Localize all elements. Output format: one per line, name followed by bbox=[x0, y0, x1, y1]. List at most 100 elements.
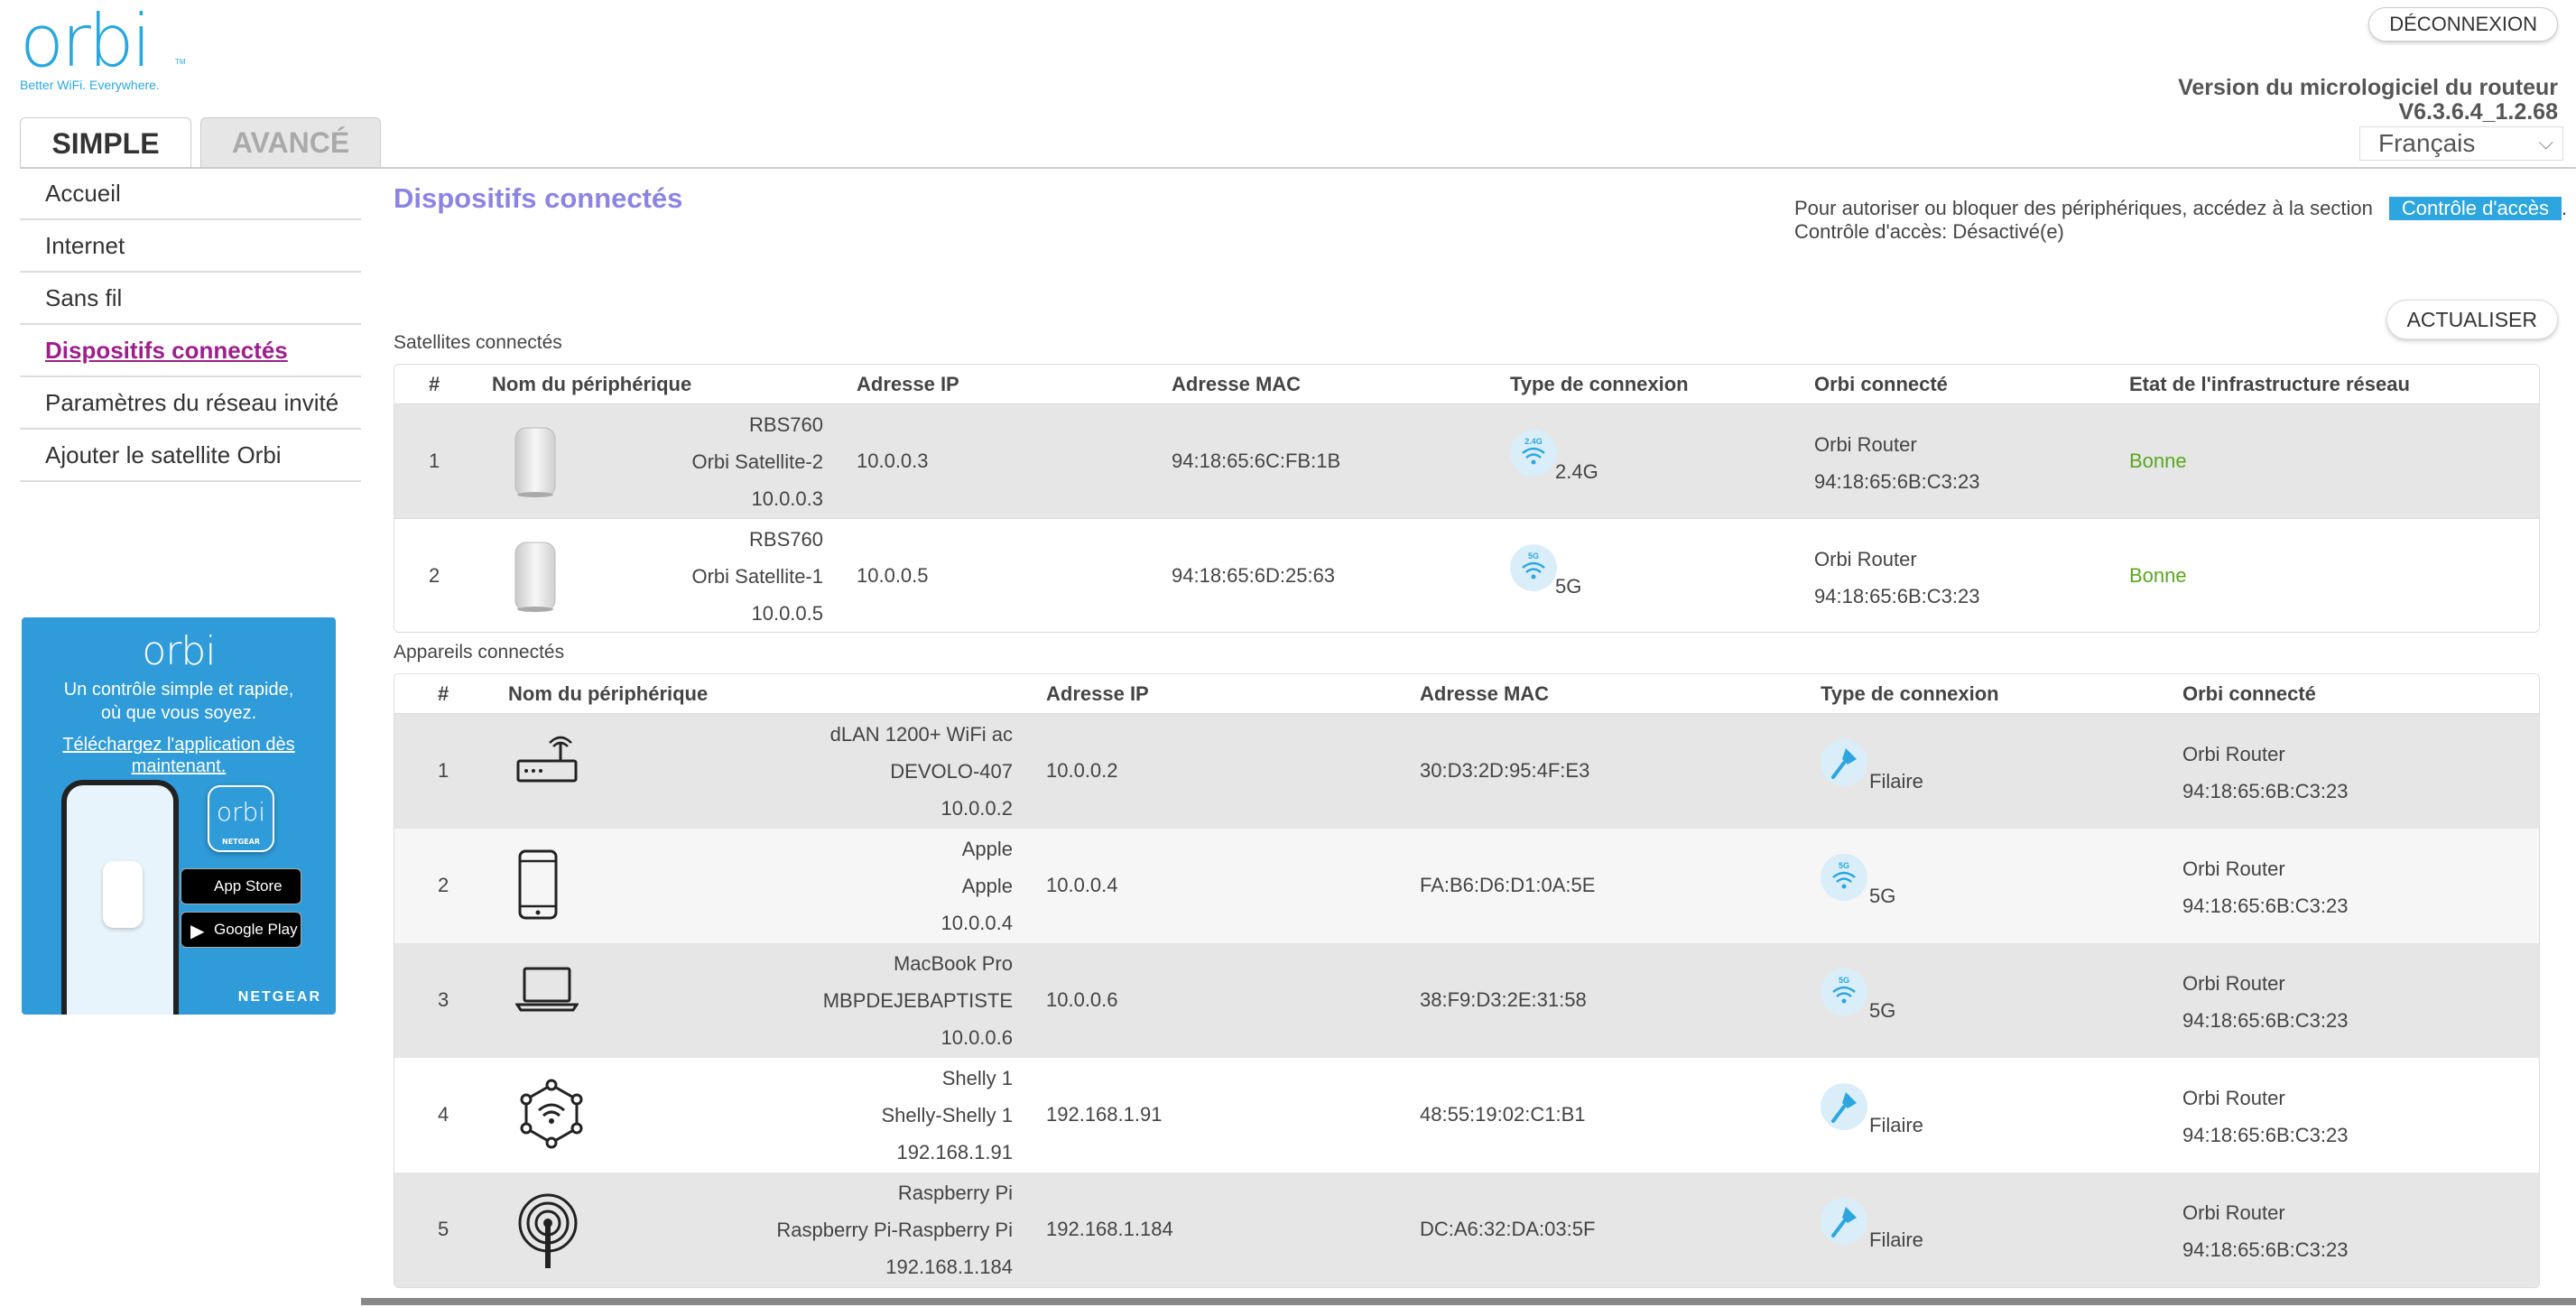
ip-address: 192.168.1.91 bbox=[1046, 1103, 1163, 1126]
device-ip-sub: 10.0.0.5 bbox=[751, 602, 823, 625]
mode-tabs: SIMPLE AVANCÉ bbox=[20, 117, 381, 169]
google-play-label: Google Play bbox=[214, 921, 298, 938]
orbi-connected-cell: Orbi Router 94:18:65:6B:C3:23 bbox=[1814, 426, 1979, 500]
table-header: # Nom du périphérique Adresse IP Adresse… bbox=[394, 365, 2539, 404]
device-name-cell: RBS760 Orbi Satellite-1 10.0.0.5 bbox=[691, 521, 823, 632]
access-control-button[interactable]: Contrôle d'accès bbox=[2388, 197, 2562, 220]
sidebar-item-wireless[interactable]: Sans fil bbox=[20, 273, 361, 325]
google-play-badge[interactable]: ▶ Google Play bbox=[181, 912, 301, 948]
logo-tagline: Better WiFi. Everywhere. bbox=[20, 78, 160, 92]
device-name: Shelly-Shelly 1 bbox=[881, 1104, 1013, 1126]
table-row[interactable]: 5 Raspberry Pi Raspberry Pi-Raspberry Pi 19… bbox=[394, 1173, 2539, 1287]
firmware-value: V6.3.6.4_1.2.68 bbox=[2398, 99, 2558, 125]
laptop-icon bbox=[514, 963, 579, 1019]
col-num: # bbox=[438, 682, 449, 705]
promo-download-link-1[interactable]: Téléchargez l'application dès bbox=[62, 735, 295, 755]
table-row[interactable]: 4 Shelly 1 Shelly-Shelly 1 192.168.1.91 192.… bbox=[394, 1058, 2539, 1173]
mac-address: 30:D3:2D:95:4F:E3 bbox=[1420, 759, 1590, 782]
tab-simple[interactable]: SIMPLE bbox=[20, 117, 191, 169]
ethernet-icon bbox=[1821, 1083, 1867, 1130]
devices-table: # Nom du périphérique Adresse IP Adresse… bbox=[394, 673, 2540, 1288]
device-model: RBS760 bbox=[749, 528, 823, 551]
satellites-table: # Nom du périphérique Adresse IP Adresse… bbox=[394, 364, 2540, 633]
table-header: # Nom du périphérique Adresse IP Adresse… bbox=[394, 674, 2539, 714]
promo-logo: orbi bbox=[142, 628, 216, 674]
orbi-connected-cell: Orbi Router 94:18:65:6B:C3:23 bbox=[2182, 736, 2348, 810]
sidebar-item-home[interactable]: Accueil bbox=[20, 168, 361, 220]
connection-type: Filaire bbox=[1869, 770, 1923, 793]
wifi-icon: 5G bbox=[1821, 854, 1867, 901]
orbi-app-icon: orbi NETGEAR bbox=[208, 785, 274, 852]
wifi-icon: 2.4G bbox=[1510, 430, 1557, 477]
mac-address: DC:A6:32:DA:03:5F bbox=[1420, 1218, 1596, 1240]
device-ip-sub: 10.0.0.2 bbox=[941, 797, 1013, 820]
orbi-mac: 94:18:65:6B:C3:23 bbox=[1814, 585, 1980, 607]
row-number: 2 bbox=[438, 874, 449, 896]
device-name: Apple bbox=[961, 875, 1013, 897]
sidebar-item-connected-devices[interactable]: Dispositifs connectés bbox=[20, 325, 361, 377]
access-control-status: Contrôle d'accès: Désactivé(e) bbox=[1794, 220, 2064, 243]
device-ip-sub: 192.168.1.91 bbox=[896, 1141, 1013, 1163]
svg-text:5G: 5G bbox=[1839, 976, 1849, 985]
app-promo-banner[interactable]: orbi Un contrôle simple et rapide, où qu… bbox=[22, 617, 336, 1015]
col-ip: Adresse IP bbox=[1046, 682, 1149, 705]
language-value: Français bbox=[2378, 129, 2476, 157]
table-row[interactable]: 1 dLAN 1200+ WiFi ac DEVOLO-407 10.0.0.2 10.… bbox=[394, 714, 2539, 829]
device-model: RBS760 bbox=[749, 413, 823, 436]
orbi-connected-cell: Orbi Router 94:18:65:6B:C3:23 bbox=[2182, 850, 2348, 924]
row-number: 3 bbox=[438, 988, 449, 1011]
orbi-name: Orbi Router bbox=[2182, 972, 2285, 995]
tab-advanced[interactable]: AVANCÉ bbox=[200, 117, 381, 168]
orbi-logo: orbi TM Better WiFi. Everywhere. bbox=[20, 2, 186, 93]
table-row[interactable]: 2 Apple Apple 10.0.0.4 10.0.0.4 FA:B6:D6:D1:0… bbox=[394, 829, 2539, 943]
tab-divider bbox=[20, 167, 2576, 169]
devices-section-label: Appareils connectés bbox=[394, 642, 565, 663]
ethernet-icon bbox=[1821, 1198, 1867, 1245]
orbi-connected-cell: Orbi Router 94:18:65:6B:C3:23 bbox=[2182, 1080, 2348, 1154]
col-orbi-connected: Orbi connecté bbox=[1814, 373, 1948, 395]
row-number: 2 bbox=[429, 564, 440, 587]
col-mac: Adresse MAC bbox=[1172, 373, 1302, 395]
device-ip-sub: 192.168.1.184 bbox=[885, 1256, 1013, 1278]
orbi-name: Orbi Router bbox=[2182, 857, 2285, 880]
table-row[interactable]: 3 MacBook Pro MBPDEJEBAPTISTE 10.0.0.6 10.0.… bbox=[394, 943, 2539, 1058]
wifi-icon: 5G bbox=[1510, 544, 1557, 591]
netgear-brand: NETGEAR bbox=[237, 989, 321, 1005]
mac-address: 94:18:65:6D:25:63 bbox=[1172, 564, 1336, 587]
orbi-connected-cell: Orbi Router 94:18:65:6B:C3:23 bbox=[2182, 965, 2348, 1039]
app-store-badge[interactable]: App Store bbox=[181, 868, 301, 904]
scrollbar[interactable] bbox=[361, 1298, 2576, 1305]
ip-address: 10.0.0.6 bbox=[1046, 988, 1118, 1011]
firmware-version: Version du micrologiciel du routeur V6.3… bbox=[2178, 76, 2558, 125]
app-store-label: App Store bbox=[214, 877, 283, 895]
col-mac: Adresse MAC bbox=[1420, 682, 1550, 705]
device-model: Shelly 1 bbox=[941, 1067, 1013, 1089]
refresh-button[interactable]: ACTUALISER bbox=[2386, 300, 2558, 339]
row-number: 5 bbox=[438, 1218, 449, 1240]
svg-text:2.4G: 2.4G bbox=[1524, 437, 1543, 446]
network-state: Bonne bbox=[2129, 450, 2187, 472]
orbi-connected-cell: Orbi Router 94:18:65:6B:C3:23 bbox=[1814, 541, 1979, 615]
satellites-section-label: Satellites connectés bbox=[394, 332, 562, 353]
table-row[interactable]: 2 RBS760 Orbi Satellite-1 10.0.0.5 10.0.0.5 9… bbox=[394, 518, 2539, 632]
device-model: dLAN 1200+ WiFi ac bbox=[829, 723, 1013, 746]
sidebar-item-guest-network[interactable]: Paramètres du réseau invité bbox=[20, 377, 361, 430]
app-icon-brand: NETGEAR bbox=[222, 838, 260, 846]
sidebar-item-add-satellite[interactable]: Ajouter le satellite Orbi bbox=[20, 430, 361, 482]
orbi-mac: 94:18:65:6B:C3:23 bbox=[1814, 470, 1980, 493]
app-icon-text: orbi bbox=[216, 797, 266, 827]
language-select[interactable]: Français ⌵ bbox=[2359, 126, 2563, 161]
connection-type: 5G bbox=[1869, 999, 1896, 1022]
svg-text:5G: 5G bbox=[1528, 552, 1539, 561]
promo-download-link-2[interactable]: maintenant. bbox=[131, 756, 227, 776]
orbi-mac: 94:18:65:6B:C3:23 bbox=[2182, 780, 2349, 802]
logout-button[interactable]: DÉCONNEXION bbox=[2368, 7, 2558, 42]
sidebar-item-internet[interactable]: Internet bbox=[20, 220, 361, 273]
table-row[interactable]: 1 RBS760 Orbi Satellite-2 10.0.0.3 10.0.0.3 9… bbox=[394, 404, 2539, 518]
promo-line-1: Un contrôle simple et rapide, bbox=[63, 680, 294, 700]
device-name-cell: Apple Apple 10.0.0.4 bbox=[941, 830, 1013, 941]
connection-type: Filaire bbox=[1869, 1228, 1923, 1251]
network-state: Bonne bbox=[2129, 564, 2187, 587]
device-ip-sub: 10.0.0.3 bbox=[751, 487, 823, 510]
device-name-cell: Raspberry Pi Raspberry Pi-Raspberry Pi 192… bbox=[776, 1174, 1013, 1285]
